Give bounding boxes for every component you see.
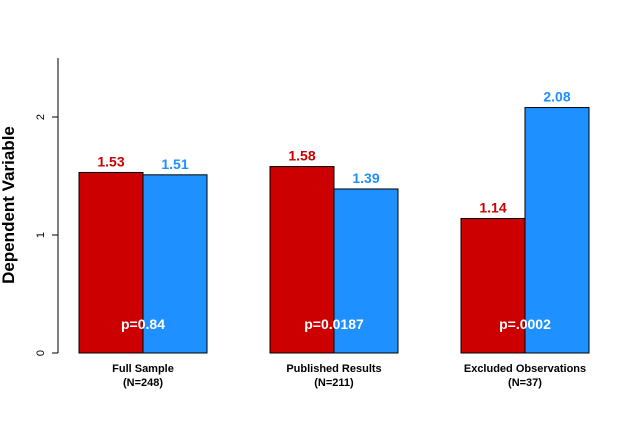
category-n-label: (N=37) — [508, 377, 542, 389]
y-tick-label: 2 — [35, 114, 47, 120]
bar — [460, 217, 526, 354]
p-value-label: p=0.0187 — [304, 316, 364, 332]
category-label: Full Sample — [112, 363, 174, 375]
labels-group: 1.53 1.51 p=0.84 Full Sample (N=248) 1.58 1.39… — [97, 89, 586, 389]
category-label: Published Results — [286, 363, 381, 375]
bar — [333, 188, 399, 354]
bars-group — [78, 107, 590, 354]
y-axis-label: Dependent Variable — [0, 126, 18, 284]
p-value-label: p=.0002 — [499, 316, 551, 332]
bar — [269, 166, 335, 354]
category-label: Excluded Observations — [464, 363, 586, 375]
y-axis-ticks: 0 1 2 — [35, 114, 58, 356]
y-tick-label: 1 — [35, 232, 47, 238]
bar-value-label: 1.53 — [97, 153, 124, 169]
bar-value-label: 1.58 — [288, 148, 315, 164]
category-n-label: (N=248) — [123, 377, 163, 389]
bar — [78, 171, 144, 354]
bar — [524, 107, 590, 354]
bar — [142, 174, 208, 354]
y-tick-label: 0 — [35, 350, 47, 356]
category-n-label: (N=211) — [314, 377, 354, 389]
p-value-label: p=0.84 — [121, 316, 165, 332]
bar-value-label: 2.08 — [543, 89, 570, 105]
bar-value-label: 1.51 — [161, 156, 188, 172]
bar-value-label: 1.14 — [479, 199, 506, 215]
bar-value-label: 1.39 — [352, 170, 379, 186]
